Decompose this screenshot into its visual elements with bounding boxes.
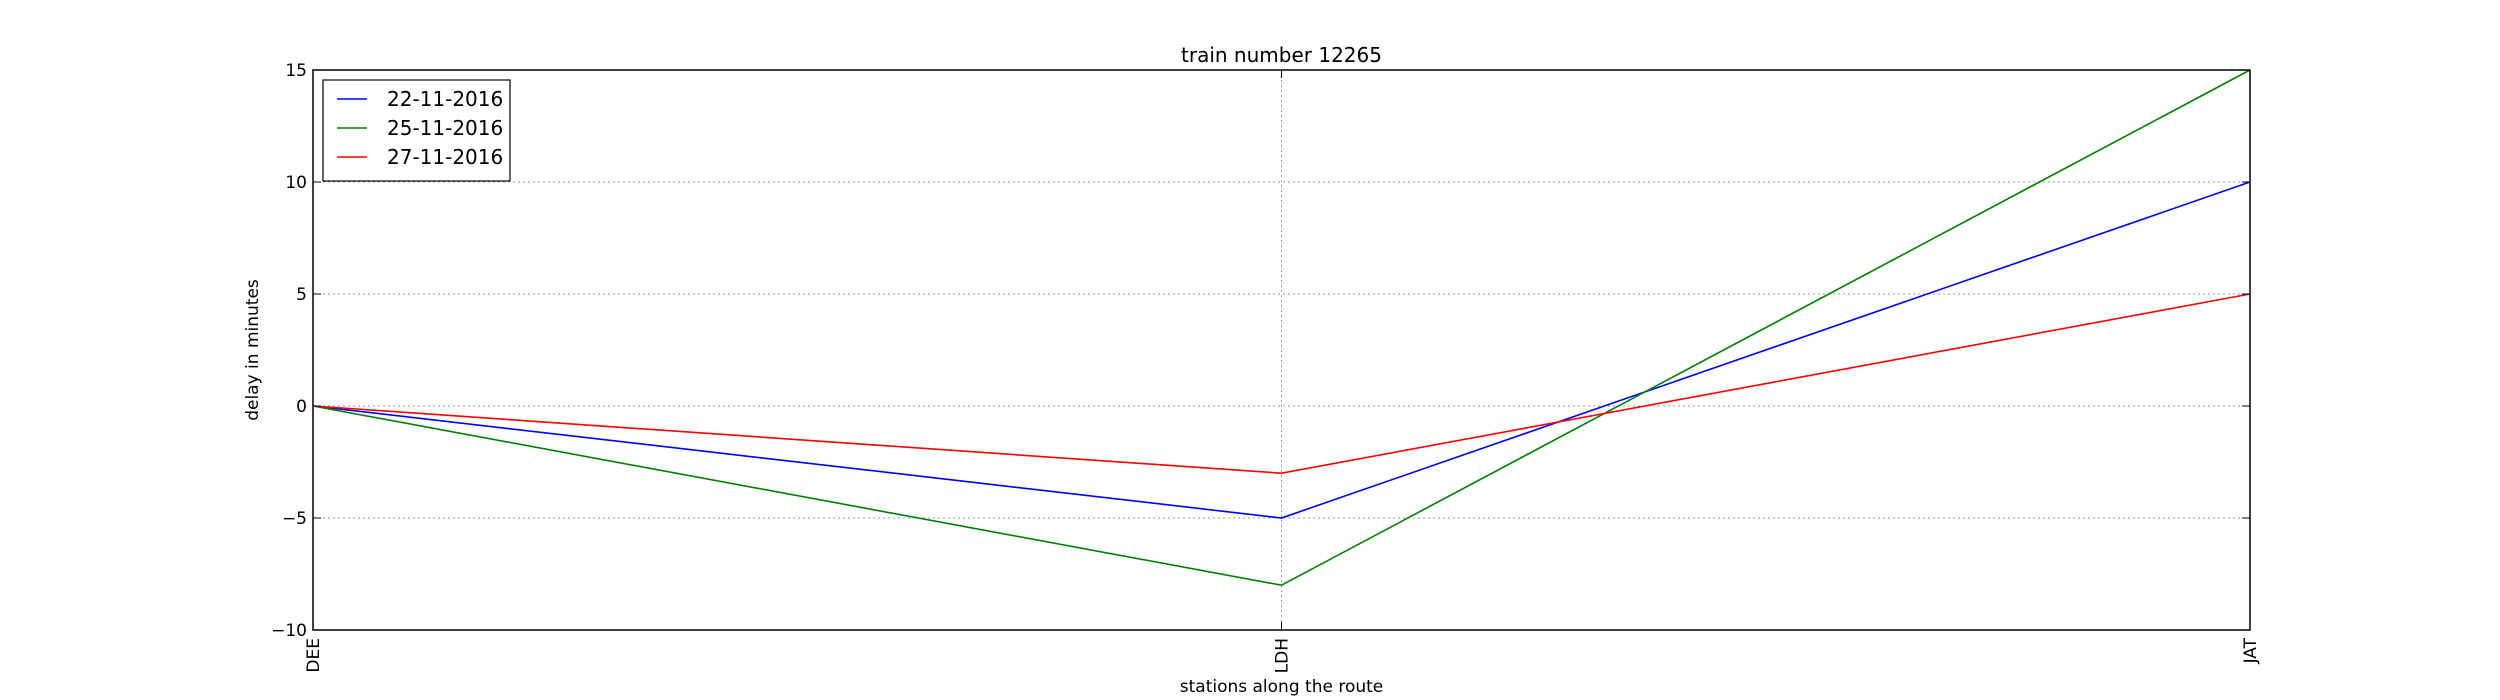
y-tick-label: −5 (282, 509, 307, 529)
series-line (312, 181, 2251, 519)
y-tick-label: 5 (296, 285, 307, 305)
y-axis-label: delay in minutes (243, 279, 263, 421)
x-tick-label: JAT (2241, 637, 2261, 664)
axes: −10 −5 0 5 10 15 DEE LDH JAT (271, 61, 2261, 673)
series-line (312, 69, 2251, 587)
x-tick-label: DEE (304, 638, 324, 673)
series-line (312, 293, 2251, 475)
x-tick-label: LDH (1273, 638, 1293, 673)
grid-lines (313, 70, 2250, 630)
legend-entry: 27-11-2016 (387, 145, 503, 169)
y-tick-label: 15 (285, 61, 307, 81)
x-axis-label: stations along the route (1180, 677, 1384, 697)
legend-entry: 25-11-2016 (387, 116, 503, 140)
legend-box (322, 79, 511, 182)
series-lines (312, 69, 2251, 587)
y-tick-label: 0 (296, 397, 307, 417)
legend-entry: 22-11-2016 (387, 87, 503, 111)
y-tick-label: −10 (271, 621, 307, 641)
y-tick-label: 10 (285, 173, 307, 193)
chart-title: train number 12265 (1181, 43, 1382, 67)
legend: 22-11-2016 25-11-2016 27-11-2016 (322, 79, 511, 182)
